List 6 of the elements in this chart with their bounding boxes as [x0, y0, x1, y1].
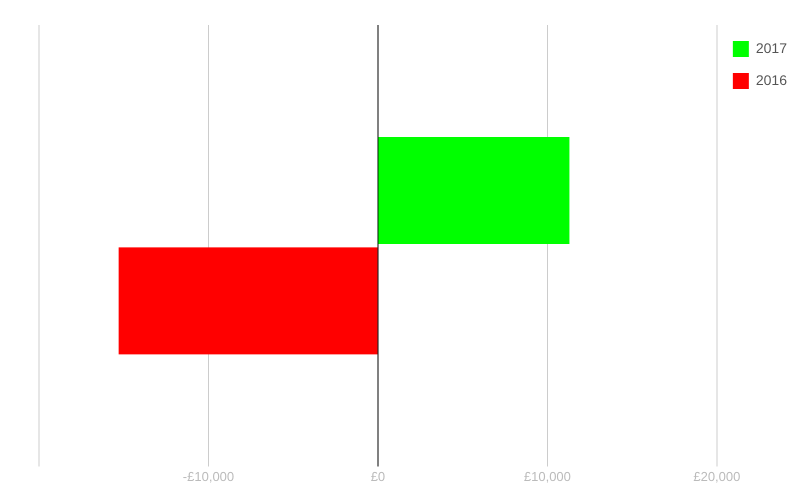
x-tick-label: £20,000: [693, 468, 740, 484]
x-tick-label: £10,000: [524, 468, 571, 484]
legend-label: 2016: [756, 72, 788, 88]
x-tick-label: -£10,000: [182, 468, 234, 484]
x-tick-label: £0: [370, 468, 386, 484]
legend-label: 2017: [756, 40, 788, 56]
